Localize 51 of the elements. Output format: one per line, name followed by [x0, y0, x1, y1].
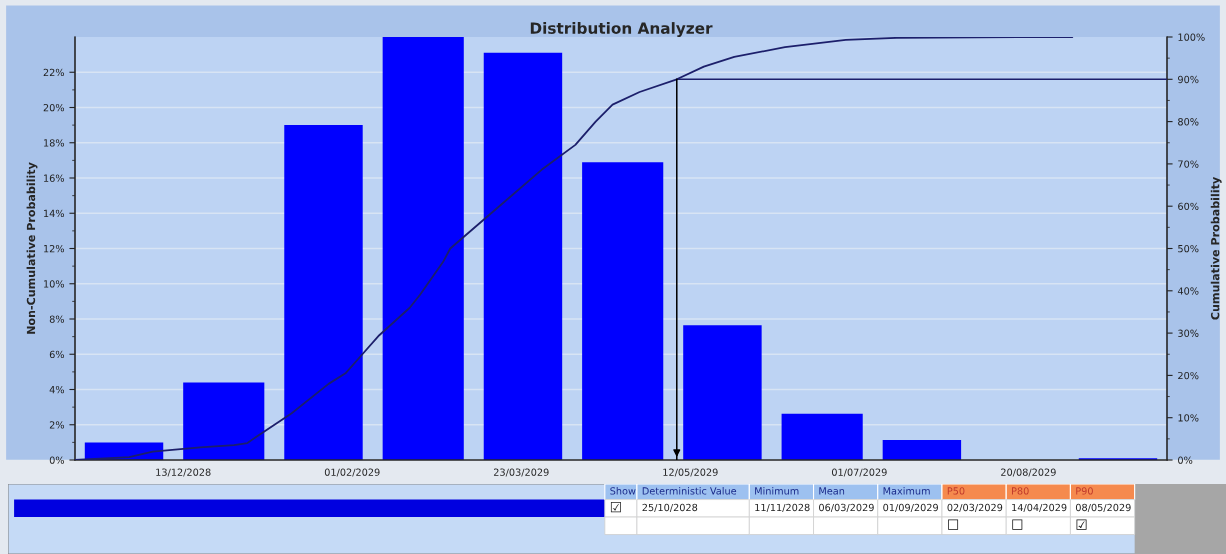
category-label: P50 — [947, 487, 965, 495]
y-tick-label: 2% — [49, 421, 65, 429]
y-tick-label: 8% — [49, 315, 65, 323]
text: 01/09/2029 — [883, 503, 938, 512]
y-tick-label: 12% — [44, 244, 65, 253]
y-tick-label: 6% — [49, 350, 65, 359]
y-tick-label: 4% — [49, 385, 65, 394]
category-label: Minimum — [755, 487, 799, 495]
y2-tick-label: 90% — [1178, 75, 1199, 84]
y2-tick-label: 70% — [1178, 160, 1199, 168]
y-tick-label: 10% — [44, 280, 65, 288]
x-tick-label: 23/03/2029 — [493, 468, 549, 477]
y2-tick-label: 40% — [1177, 287, 1199, 295]
x-tick-label: 13/12/2028 — [156, 468, 211, 477]
text: 11/11/2028 — [755, 503, 810, 512]
y2-tick-label: 80% — [1178, 118, 1199, 126]
category-label: Maximum — [883, 487, 930, 495]
y2-tick-label: 60% — [1178, 202, 1199, 211]
y-tick-label: 14% — [44, 209, 65, 218]
category-label: P90 — [1076, 487, 1093, 495]
y-tick-label: 20% — [43, 103, 65, 112]
text: 25/10/2028 — [642, 503, 698, 512]
y-tick-label: 0% — [49, 456, 65, 464]
chart-title: Distribution Analyzer — [530, 22, 713, 37]
y-axis-title: Non-Cumulative Probability — [26, 162, 38, 334]
text: ☑ — [610, 502, 621, 513]
y-tick-label: 22% — [43, 68, 65, 77]
y-tick-label: 16% — [44, 174, 65, 182]
y-tick-label: 18% — [44, 139, 65, 147]
y2-tick-label: 10% — [1178, 414, 1199, 422]
x-tick-label: 12/05/2029 — [663, 468, 718, 477]
x-tick-label: 20/08/2029 — [1001, 468, 1056, 477]
text: ☐ — [948, 519, 959, 530]
x-tick-label: 01/07/2029 — [831, 468, 887, 477]
y2-tick-label: 100% — [1178, 33, 1205, 41]
y2-tick-label: 20% — [1178, 371, 1199, 380]
category-label: Deterministic Value — [642, 487, 737, 495]
x-tick-label: 01/02/2029 — [324, 468, 380, 477]
text: 08/05/2029 — [1075, 503, 1131, 512]
y2-axis-title: Cumulative Probability — [1210, 177, 1222, 320]
y2-tick-label: 50% — [1178, 244, 1199, 253]
text: 06/03/2029 — [819, 503, 874, 512]
y2-tick-label: 30% — [1178, 329, 1199, 337]
text: 14/04/2029 — [1012, 503, 1067, 512]
text: ☑ — [1076, 519, 1087, 530]
category-label: Show — [610, 487, 636, 495]
text: 02/03/2029 — [947, 503, 1003, 512]
text: ☐ — [1012, 519, 1023, 530]
category-label: P80 — [1012, 487, 1029, 495]
y2-tick-label: 0% — [1178, 456, 1193, 464]
category-label: Mean — [819, 487, 845, 495]
